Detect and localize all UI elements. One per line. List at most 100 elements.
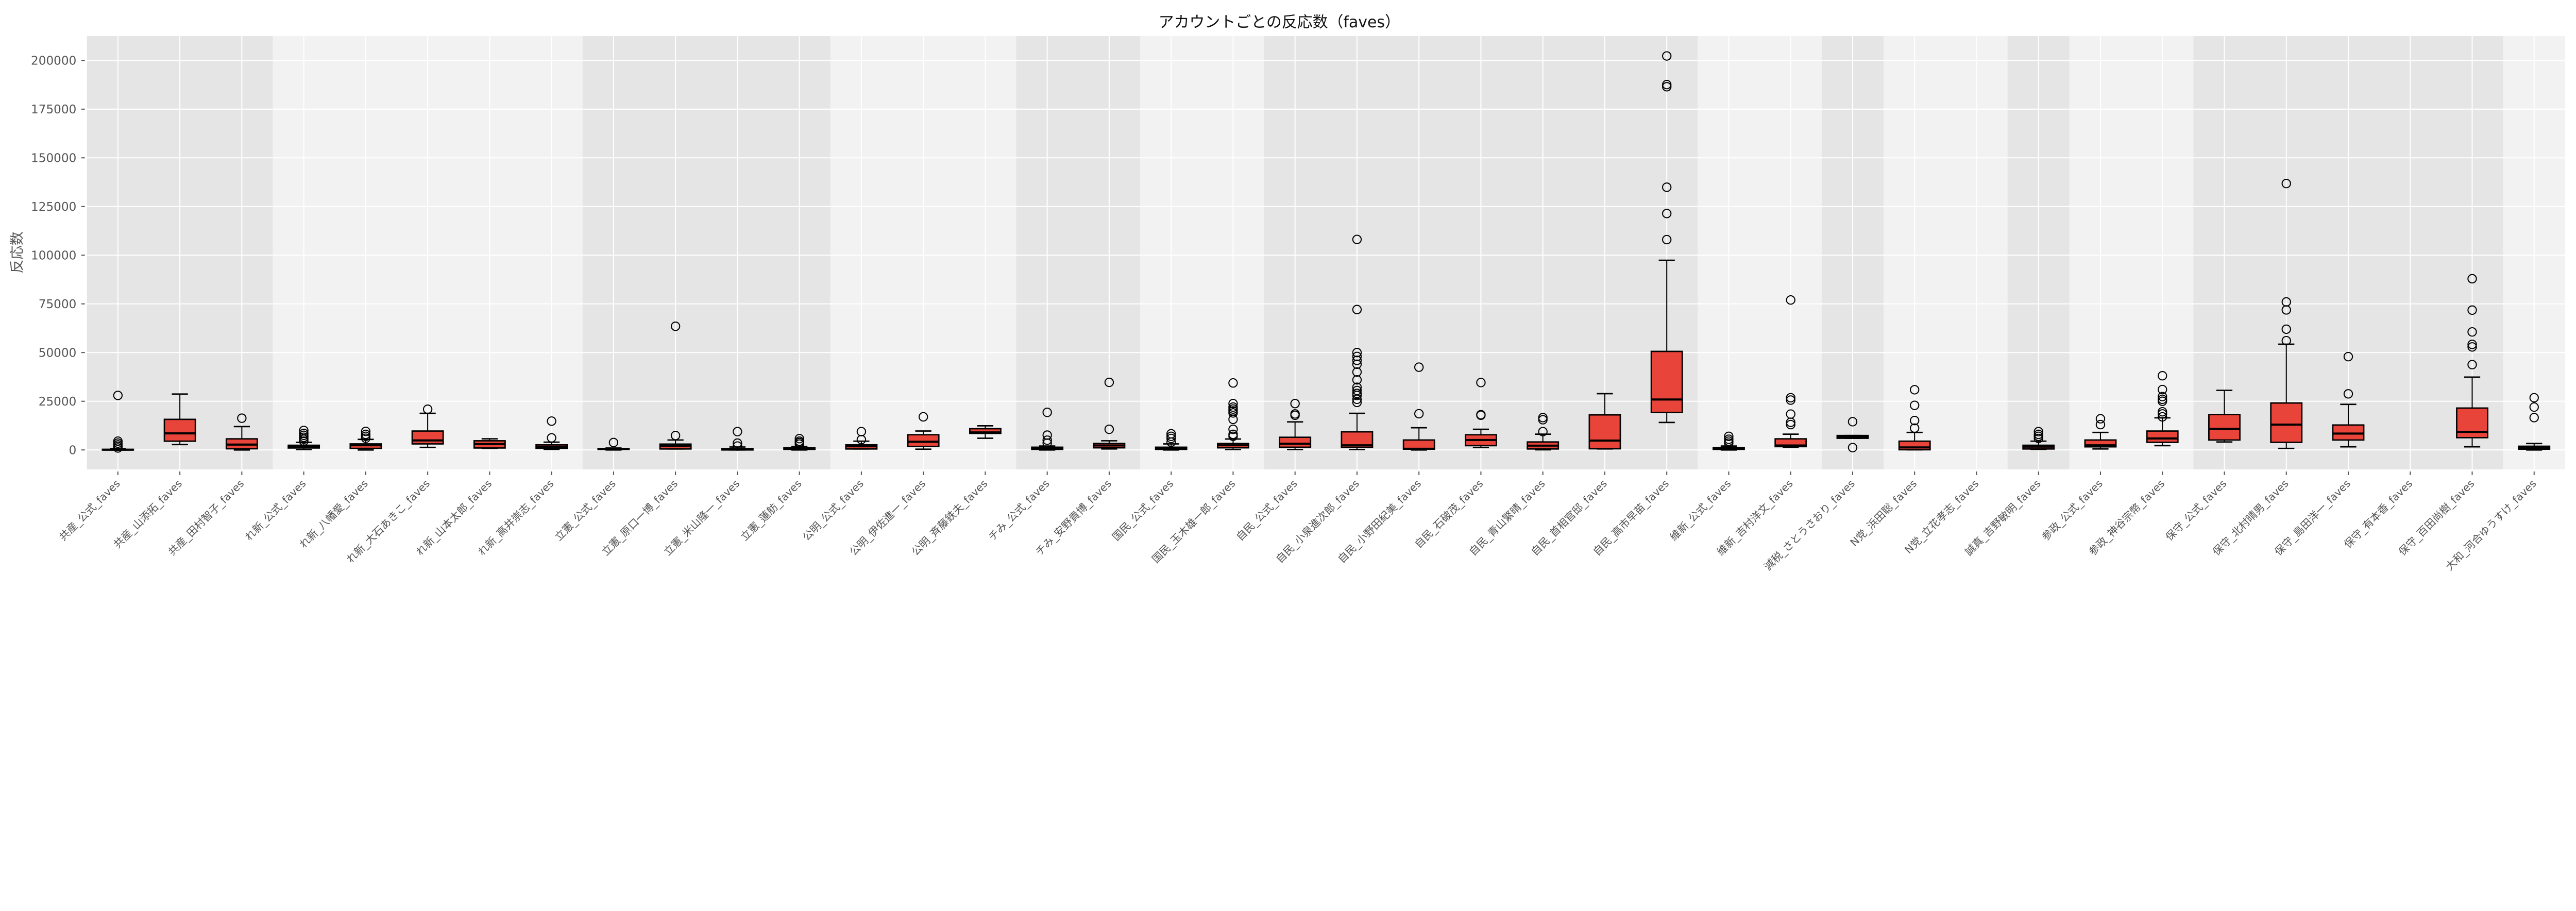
outlier-point xyxy=(547,433,556,443)
box-17 xyxy=(1093,377,1126,450)
outlier-point xyxy=(1786,409,1795,419)
outlier-point xyxy=(1724,431,1734,441)
outlier-point xyxy=(1352,375,1362,385)
outlier-point xyxy=(2467,327,2477,337)
outlier-point xyxy=(2281,335,2291,346)
box-32 xyxy=(2022,427,2055,450)
x-tick-label: 共産_公式_faves xyxy=(57,477,123,543)
outlier-point xyxy=(2467,274,2477,284)
box-6 xyxy=(411,404,444,448)
x-tick-label: チみ_公式_faves xyxy=(986,477,1052,543)
box-3 xyxy=(225,413,258,451)
outlier-point xyxy=(1910,400,1920,410)
outlier-point xyxy=(733,438,742,448)
outlier-point xyxy=(2095,414,2106,424)
box-20 xyxy=(1279,399,1312,450)
box-body xyxy=(907,434,940,447)
outlier-point xyxy=(1352,234,1362,244)
outlier-point xyxy=(2343,389,2353,399)
box-8 xyxy=(535,416,568,450)
box-12 xyxy=(783,434,816,451)
outlier-point xyxy=(1166,429,1176,439)
outlier-point xyxy=(2033,427,2043,436)
box-39 xyxy=(2456,274,2488,448)
y-tick-label: 200000 xyxy=(31,54,76,68)
outlier-point xyxy=(1228,429,1238,440)
outlier-point xyxy=(547,416,556,426)
box-35 xyxy=(2208,390,2241,443)
outlier-point xyxy=(1848,417,1858,427)
x-tick-label: 保守_公式_faves xyxy=(2163,477,2229,543)
outlier-point xyxy=(2095,419,2106,430)
x-tick-label: れ新_公式_faves xyxy=(243,477,309,543)
box-36 xyxy=(2270,178,2303,449)
outlier-point xyxy=(2467,340,2477,349)
outlier-point xyxy=(1662,80,1672,90)
y-tick-label: 125000 xyxy=(31,200,76,214)
outlier-point xyxy=(1414,362,1424,372)
box-11 xyxy=(721,427,754,451)
box-13 xyxy=(845,427,878,450)
background-band xyxy=(1140,36,1264,470)
box-body xyxy=(1650,350,1683,414)
y-tick-label: 150000 xyxy=(31,151,76,165)
outlier-point xyxy=(1228,402,1238,412)
outlier-point xyxy=(2158,407,2167,417)
box-body xyxy=(411,430,444,445)
boxplot-chart: アカウントごとの反応数（faves） 0 25000 50000 75000 10000… xyxy=(9,13,2565,573)
outlier-point xyxy=(1228,424,1238,434)
box-15 xyxy=(969,425,1002,439)
outlier-point xyxy=(2281,178,2291,189)
outlier-point xyxy=(2158,392,2167,401)
x-tick-label: 公明_公式_faves xyxy=(800,477,866,543)
y-tick-label: 25000 xyxy=(39,395,77,409)
box-18 xyxy=(1155,429,1188,451)
outlier-point xyxy=(1042,408,1052,417)
outlier-point xyxy=(856,427,867,436)
background-band xyxy=(2069,36,2194,470)
box-21 xyxy=(1341,234,1374,450)
box-body xyxy=(2332,424,2365,441)
x-tick-label: 国民_公式_faves xyxy=(1110,477,1176,543)
outlier-point xyxy=(1352,385,1362,396)
x-tick-label: 参政_公式_faves xyxy=(2039,477,2105,543)
box-22 xyxy=(1402,362,1435,451)
background-bands xyxy=(87,36,2565,470)
outlier-point xyxy=(1662,234,1672,245)
outlier-point xyxy=(1414,409,1424,419)
x-tick-label: 自民_公式_faves xyxy=(1234,477,1300,543)
outlier-point xyxy=(918,412,928,422)
x-tick-label: 共産_山添拓_faves xyxy=(111,477,184,550)
outlier-point xyxy=(2343,351,2353,362)
outlier-point xyxy=(1290,409,1300,419)
outlier-point xyxy=(608,437,619,448)
x-tick-label: N党_浜田聡_faves xyxy=(1848,477,1919,549)
x-tick-label: 立憲_蓮舫_faves xyxy=(738,477,804,543)
x-axis: 共産_公式_faves共産_山添拓_faves共産_田村智子_favesれ新_公… xyxy=(57,471,2539,573)
box-2 xyxy=(163,393,196,446)
box-body xyxy=(2270,402,2303,443)
outlier-point xyxy=(361,427,371,436)
outlier-point xyxy=(237,413,247,423)
outlier-point xyxy=(2158,384,2167,395)
outlier-point xyxy=(1104,377,1114,387)
chart-title: アカウントごとの反応数（faves） xyxy=(1159,13,1400,31)
background-band xyxy=(1016,36,1141,470)
x-tick-label: 維新_公式_faves xyxy=(1667,477,1733,543)
outlier-point xyxy=(794,434,804,444)
outlier-point xyxy=(1476,410,1486,419)
outlier-point xyxy=(2467,360,2477,369)
box-body xyxy=(1279,436,1312,448)
box-14 xyxy=(907,412,940,450)
background-band xyxy=(1884,36,2008,470)
outlier-point xyxy=(2467,342,2477,352)
y-tick-label: 100000 xyxy=(31,249,76,262)
outlier-point xyxy=(1104,424,1114,434)
outlier-point xyxy=(2467,305,2477,315)
box-27 xyxy=(1713,431,1745,451)
outlier-point xyxy=(733,427,742,436)
outlier-point xyxy=(1042,430,1052,440)
outlier-point xyxy=(2281,297,2291,307)
outlier-point xyxy=(1910,423,1920,433)
outlier-point xyxy=(1352,367,1362,377)
